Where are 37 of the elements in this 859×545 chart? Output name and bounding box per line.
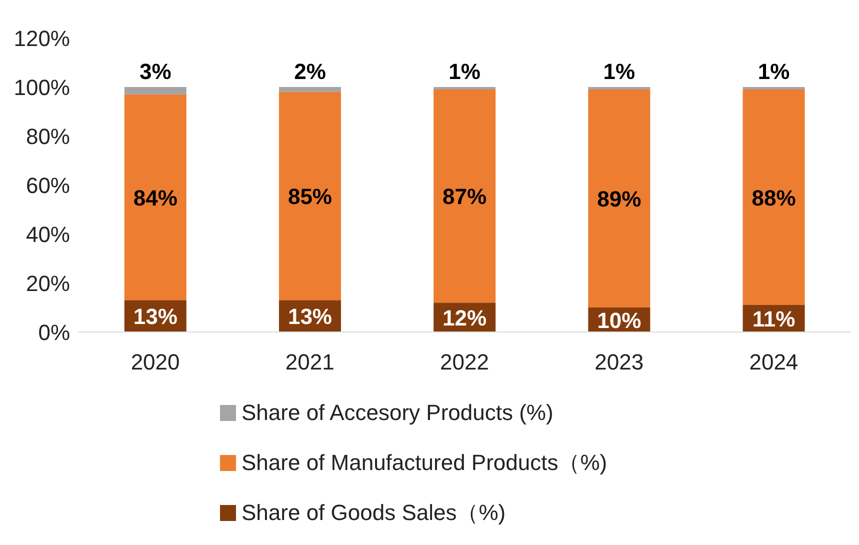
bar [124,87,186,94]
y-tick-label: 100% [14,74,70,100]
data-label: 87% [442,184,487,210]
y-tick-label: 80% [26,124,70,149]
data-label: 88% [752,185,796,210]
x-tick-label: 2023 [594,350,644,375]
x-tick-label: 2022 [440,350,489,375]
y-tick-label: 60% [26,172,70,198]
data-label: 3% [139,59,172,84]
legend-label: Share of Goods Sales（%) [242,499,506,527]
y-tick-label: 0% [38,320,70,345]
data-label: 11% [752,306,796,332]
data-label: 1% [758,59,790,84]
bar [124,94,186,300]
data-label: 85% [288,184,332,210]
data-label: 10% [597,308,642,333]
data-label: 84% [133,185,178,210]
y-tick-label: 20% [26,270,70,296]
data-label: 1% [448,59,480,84]
x-tick-label: 2021 [285,350,334,375]
bar [278,92,341,300]
bar [278,87,341,92]
data-label: 13% [288,304,332,330]
bar [434,89,496,303]
data-label: 1% [603,59,636,84]
data-label: 2% [294,59,326,84]
data-label: 89% [597,186,642,212]
data-label: 13% [133,304,178,330]
y-tick-label: 40% [26,222,70,247]
bar [588,89,650,308]
x-tick-label: 2020 [130,350,180,375]
data-label: 12% [442,305,487,330]
x-tick-label: 2024 [749,350,798,375]
y-tick-label: 120% [14,26,70,51]
legend-label: Share of Manufactured Products（%) [242,449,608,477]
bar [742,89,805,306]
legend-label: Share of Accesory Products (%) [242,400,554,426]
